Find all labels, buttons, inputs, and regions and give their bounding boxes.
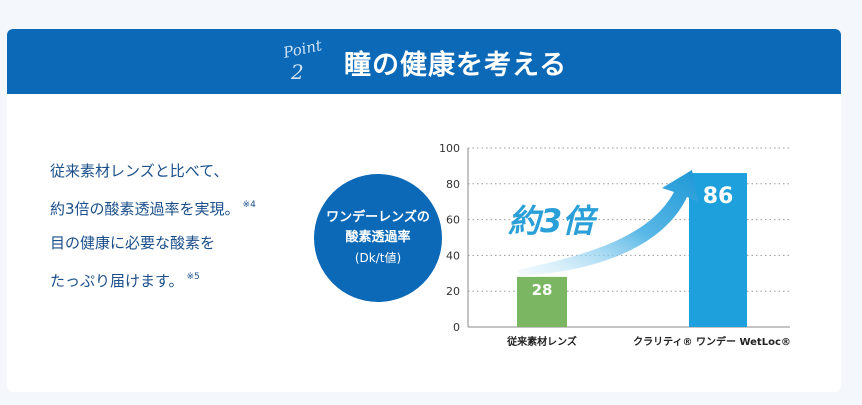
description-line-4: たっぷり届けます。 ※5 bbox=[50, 272, 200, 290]
y-tick-label-40: 40 bbox=[446, 249, 460, 262]
description-line-1: 従来素材レンズと比べて、 bbox=[50, 162, 229, 180]
oxygen-permeability-badge: ワンデーレンズの 酸素透過率 (Dk/t値) bbox=[314, 174, 442, 302]
footnote-mark-5: ※5 bbox=[186, 272, 200, 282]
y-axis-ticks: 0 20 40 60 80 100 bbox=[439, 142, 460, 334]
badge-line-2: 酸素透過率 bbox=[345, 230, 411, 245]
point-script-label: Point bbox=[281, 36, 324, 62]
y-tick-label-80: 80 bbox=[446, 178, 460, 191]
bar-clarity-oneday bbox=[689, 173, 747, 327]
bar-value-label-2: 86 bbox=[703, 184, 734, 209]
chart-bars: 28 86 bbox=[517, 173, 747, 327]
increase-arrow-icon bbox=[518, 170, 698, 276]
description-text: 従来素材レンズと比べて、 約3倍の酸素透過率を実現。 ※4 目の健康に必要な酸素を… bbox=[50, 154, 310, 298]
description-line-3: 目の健康に必要な酸素を bbox=[50, 234, 216, 252]
oxygen-permeability-chart: 0 20 40 60 80 100 28 86 約3倍 従来素材レンズ クラリティ® ワンデー… bbox=[439, 142, 791, 348]
x-category-label-2: クラリティ® ワンデー WetLoc® bbox=[633, 335, 791, 348]
y-tick-label-0: 0 bbox=[453, 321, 460, 334]
x-category-label-1: 従来素材レンズ bbox=[506, 335, 577, 348]
section-header: Point 2 瞳の健康を考える bbox=[7, 29, 841, 94]
point-badge: Point 2 bbox=[281, 36, 333, 88]
y-tick-label-60: 60 bbox=[446, 214, 460, 227]
y-tick-label-100: 100 bbox=[439, 142, 460, 155]
description-line-2: 約3倍の酸素透過率を実現。 ※4 bbox=[50, 200, 256, 218]
x-axis-labels: 従来素材レンズ クラリティ® ワンデー WetLoc® bbox=[506, 335, 791, 348]
badge-line-1: ワンデーレンズの bbox=[326, 210, 430, 225]
point-number: 2 bbox=[291, 60, 304, 84]
footnote-mark-4: ※4 bbox=[242, 200, 256, 210]
chart-annotation: 約3倍 bbox=[508, 202, 599, 240]
y-tick-label-20: 20 bbox=[446, 285, 460, 298]
badge-line-3: (Dk/t値) bbox=[354, 251, 402, 265]
section-title: 瞳の健康を考える bbox=[344, 50, 568, 81]
bar-value-label-1: 28 bbox=[532, 281, 553, 299]
bar-conventional bbox=[517, 276, 567, 327]
